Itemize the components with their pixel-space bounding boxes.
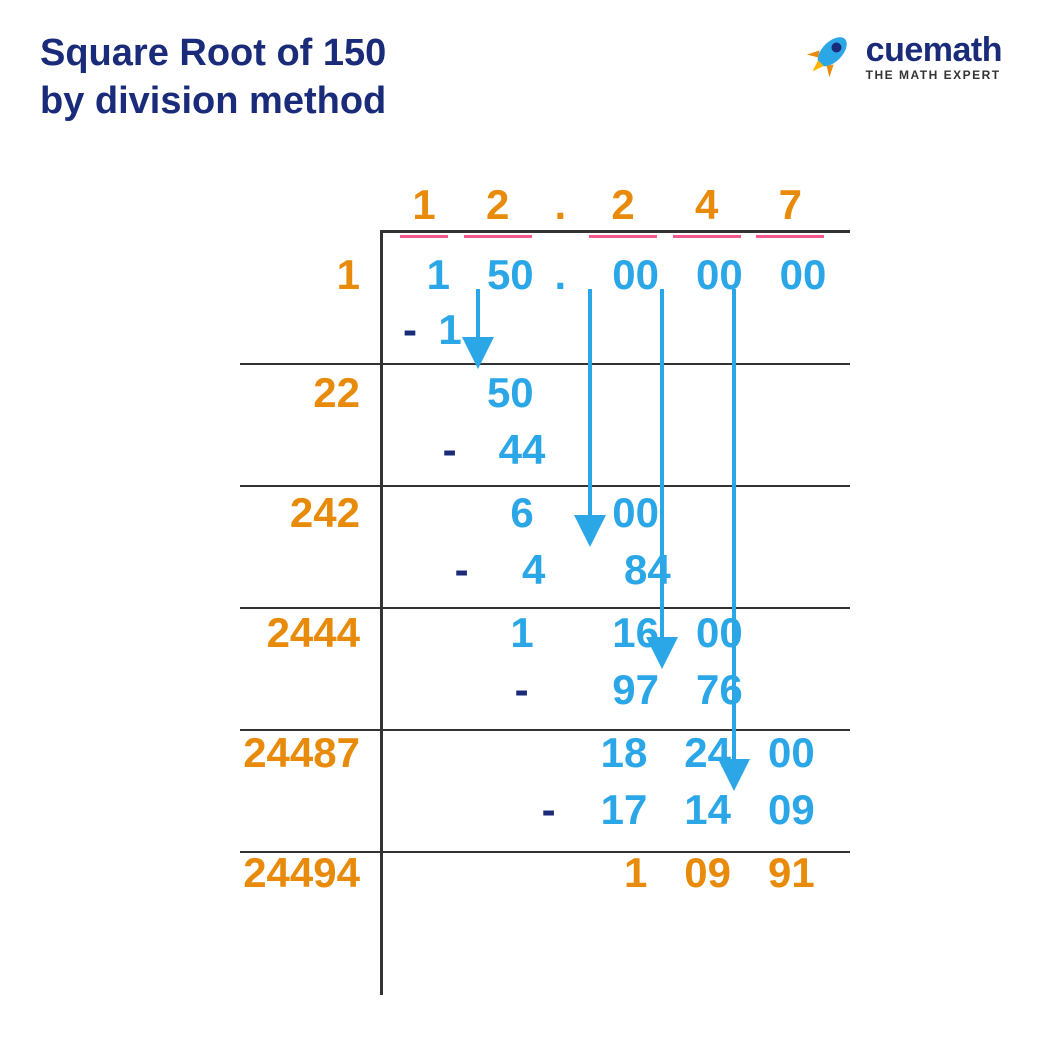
quotient-digit: 2	[587, 181, 659, 229]
minus-sign: -	[510, 666, 534, 714]
divisor-cell: 24487	[130, 729, 380, 777]
horizontal-division-line	[380, 230, 850, 233]
quotient-digit: 2	[462, 181, 534, 229]
quotient-decimal: .	[545, 181, 575, 229]
divisor-cell: 2444	[130, 609, 380, 657]
minus-sign: -	[398, 306, 422, 354]
step-row: 1 1 50 . 00 00 00	[130, 235, 890, 301]
dividend-pair: 00	[754, 251, 826, 299]
minus-sign: -	[534, 786, 564, 834]
title: Square Root of 150 by division method	[40, 30, 386, 125]
step-separator	[240, 485, 850, 487]
divisor-cell: 24494	[130, 849, 380, 897]
divisor-cell: 22	[130, 369, 380, 417]
quotient-digit: 1	[398, 181, 450, 229]
quotient-digit: 7	[754, 181, 826, 229]
dividend-pair: 00	[587, 251, 659, 299]
dividend-pair: 1	[398, 251, 450, 299]
bring-down: 50	[462, 369, 534, 417]
minus-sign: -	[450, 546, 474, 594]
logo-tagline: THE MATH EXPERT	[866, 68, 1002, 82]
dividend-pair: 00	[671, 251, 743, 299]
dividend-pair: 50	[462, 251, 534, 299]
step-row: 24494 1 09 91	[130, 839, 890, 901]
subtrahend: 1	[434, 306, 462, 354]
long-division-diagram: 1 2 . 2 4 7 1 1 50 . 00 00 00 -	[130, 175, 890, 995]
rocket-icon	[800, 28, 856, 84]
title-line1: Square Root of 150	[40, 32, 386, 74]
title-line2: by division method	[40, 80, 386, 122]
subtract-row: - 97 76	[130, 661, 890, 719]
subtrahend: 44	[473, 426, 545, 474]
dividend-row: 1 50 . 00 00 00	[380, 251, 890, 299]
quotient-row: 1 2 . 2 4 7	[130, 175, 890, 235]
divisor-cell: 242	[130, 489, 380, 537]
divisor-cell: 1	[130, 251, 380, 299]
brand-logo: cuemath THE MATH EXPERT	[800, 28, 1002, 84]
subtract-row: - 44	[130, 421, 890, 479]
quotient-digit: 4	[671, 181, 743, 229]
step-separator	[240, 363, 850, 365]
division-body: 1 1 50 . 00 00 00 - 1 22 50	[130, 235, 890, 995]
subtract-row: - 17 14 09	[130, 781, 890, 839]
subtract-row: - 1	[130, 301, 890, 359]
step-row: 22 50	[130, 359, 890, 421]
subtract-row: - 4 84	[130, 541, 890, 599]
dividend-decimal: .	[545, 251, 575, 299]
step-row: 242 6 00	[130, 479, 890, 541]
minus-sign: -	[438, 426, 462, 474]
logo-brand-text: cuemath	[866, 31, 1002, 70]
